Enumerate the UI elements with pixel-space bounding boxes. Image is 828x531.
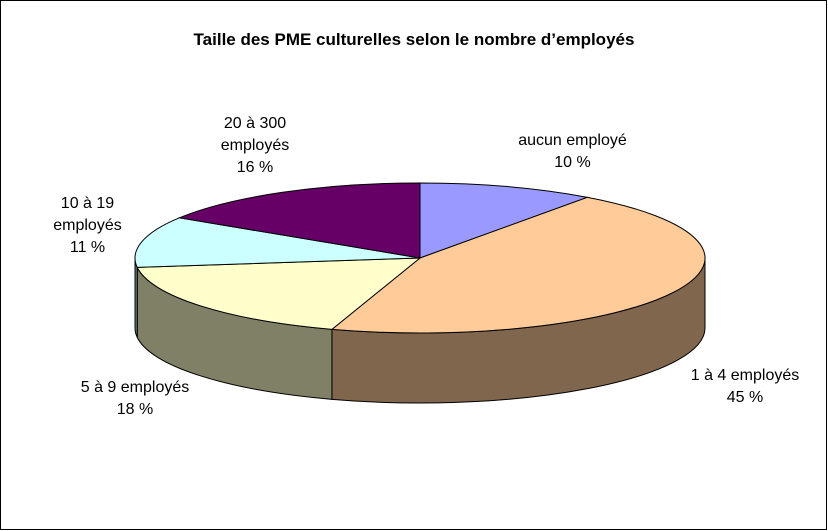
value-label: 16 % — [236, 159, 274, 176]
category-label: aucun employé — [518, 132, 627, 149]
category-label: 10 à 19 employés — [53, 195, 122, 234]
data-label: 5 à 9 employés 18 % — [60, 377, 210, 421]
category-label: 1 à 4 employés — [690, 367, 800, 384]
data-label: 20 à 300 employés 16 % — [200, 113, 310, 179]
value-label: 18 % — [116, 401, 154, 418]
value-label: 45 % — [726, 389, 764, 406]
category-label: 5 à 9 employés — [80, 379, 190, 396]
pie-slice — [134, 217, 421, 268]
category-label: 20 à 300 employés — [220, 115, 290, 154]
pie-slice — [419, 182, 590, 259]
chart-title: Taille des PME culturelles selon le nomb… — [193, 30, 635, 49]
pie-slice — [177, 182, 421, 259]
data-label: 10 à 19 employés 11 % — [40, 193, 135, 259]
data-label: 1 à 4 employés 45 % — [665, 365, 825, 409]
data-label: aucun employé 10 % — [505, 130, 640, 174]
value-label: 10 % — [554, 154, 591, 171]
pie-slice — [136, 257, 422, 330]
value-label: 11 % — [69, 239, 106, 256]
pie-slice-side — [134, 257, 138, 338]
pie-slice — [330, 196, 706, 334]
